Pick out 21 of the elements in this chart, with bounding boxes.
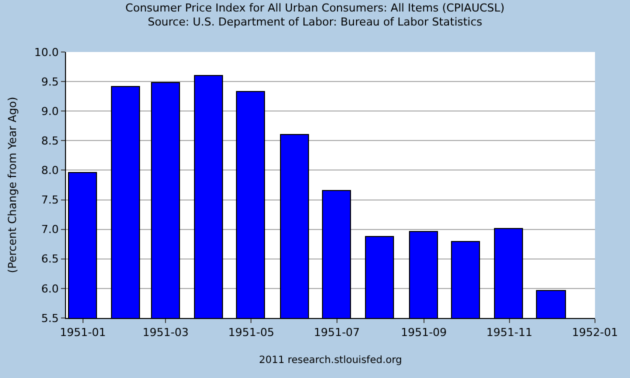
- y-tick-label: 7.5: [41, 194, 59, 207]
- y-tick-label: 9.0: [41, 104, 59, 118]
- y-tick-label: 7.0: [41, 223, 59, 236]
- y-tick-label: 5.5: [41, 312, 59, 325]
- y-tick-label: 8.0: [41, 164, 59, 178]
- x-tick-label: 1951-11: [486, 326, 532, 340]
- chart-subtitle: Source: U.S. Department of Labor: Bureau of Labor Statistics: [148, 16, 483, 29]
- y-axis-title: (Percent Change from Year Ago): [6, 96, 19, 274]
- y-tick-label: 8.5: [41, 134, 59, 148]
- chart-title: Consumer Price Index for All Urban Consumers: All Items (CPIAUCSL): [125, 1, 505, 14]
- y-tick-label: 9.5: [41, 75, 59, 88]
- text: 2011 research.stlouisfed.org: [259, 355, 402, 366]
- x-tick-label: 1951-05: [228, 326, 274, 340]
- x-tick-label: 1951-07: [314, 326, 360, 340]
- y-tick-label: 6.5: [41, 252, 59, 266]
- x-tick-label: 1951-03: [142, 326, 189, 340]
- x-tick-label: 1951-01: [60, 326, 106, 340]
- y-tick-label: 10.0: [34, 46, 59, 59]
- x-tick-label: 1951-09: [400, 326, 447, 340]
- x-tick-label: 1952-01: [572, 326, 618, 340]
- y-tick-label: 6.0: [41, 282, 59, 296]
